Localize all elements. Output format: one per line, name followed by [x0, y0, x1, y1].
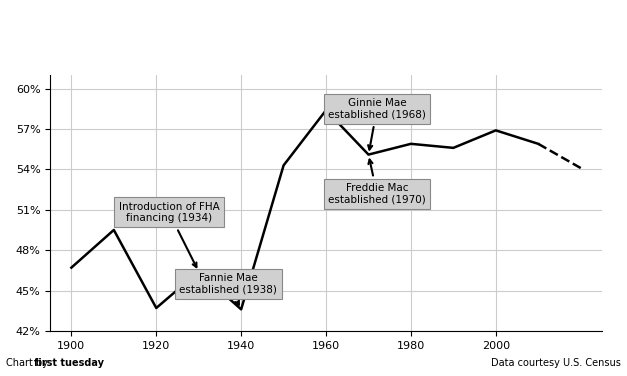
Text: Fannie Mae
established (1938): Fannie Mae established (1938) [179, 273, 277, 305]
Text: first tuesday: first tuesday [34, 358, 105, 368]
Text: (based on census data collected at the end of each decade): (based on census data collected at the e… [125, 42, 502, 55]
Text: Data courtesy U.S. Census: Data courtesy U.S. Census [491, 358, 621, 368]
Text: Ginnie Mae
established (1968): Ginnie Mae established (1968) [328, 98, 426, 150]
Text: Introduction of FHA
financing (1934): Introduction of FHA financing (1934) [119, 202, 219, 267]
Text: Chart by: Chart by [6, 358, 51, 368]
Text: Freddie Mac
established (1970): Freddie Mac established (1970) [328, 159, 426, 205]
Text: California Historical Homeownership Rate: California Historical Homeownership Rate [102, 10, 525, 28]
